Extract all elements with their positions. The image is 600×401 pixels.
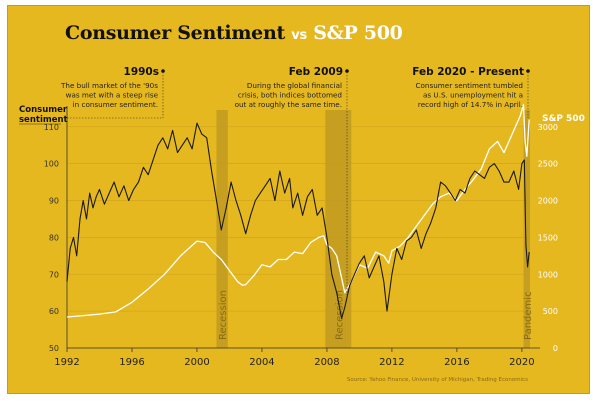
annotation-text: in consumer sentiment. xyxy=(73,100,158,109)
right-tick-label: 0 xyxy=(553,344,558,353)
annotation-text: was met with a steep rise xyxy=(66,91,159,100)
right-tick-label: 2500 xyxy=(538,160,558,169)
annotation-marker xyxy=(345,69,349,73)
annotation-text: During the global financial xyxy=(247,81,342,90)
left-tick-label: 110 xyxy=(44,123,59,132)
shaded-period-label: Recession xyxy=(334,290,345,340)
x-tick-label: 2012 xyxy=(379,357,404,368)
right-tick-label: 500 xyxy=(543,307,558,316)
right-tick-label: 1500 xyxy=(538,233,558,242)
annotation-marker xyxy=(161,69,165,73)
left-tick-label: 50 xyxy=(49,344,59,353)
x-tick-label: 2020 xyxy=(509,357,534,368)
right-tick-label: 3000 xyxy=(538,123,558,132)
annotation-text: as U.S. unemployment hit a xyxy=(423,91,523,100)
chart-title: Consumer Sentiment vs S&P 500 xyxy=(65,22,403,44)
consumer-sentiment-line xyxy=(66,122,530,320)
x-tick-label: 1996 xyxy=(119,357,144,368)
x-tick-label: 1992 xyxy=(54,357,79,368)
sp500-line xyxy=(66,103,530,318)
shaded-period-label: Pandemic xyxy=(523,291,534,340)
right-axis-label: S&P 500 xyxy=(542,114,585,124)
left-tick-label: 70 xyxy=(49,270,59,279)
left-axis-label: Consumer xyxy=(19,105,68,115)
shaded-period xyxy=(216,110,228,348)
right-tick-label: 1000 xyxy=(538,270,558,279)
left-tick-label: 80 xyxy=(49,233,59,242)
right-tick-label: 2000 xyxy=(538,197,558,206)
shaded-period-label: Recession xyxy=(218,290,229,340)
left-tick-label: 90 xyxy=(49,197,59,206)
x-tick-label: 2016 xyxy=(444,357,469,368)
annotation-heading: 1990s xyxy=(124,66,159,78)
annotation-text: The bull market of the '90s xyxy=(60,81,158,90)
left-axis-label: sentiment xyxy=(19,115,68,125)
annotation-heading: Feb 2009 xyxy=(289,66,343,78)
shaded-period xyxy=(523,110,530,348)
left-tick-label: 60 xyxy=(49,307,59,316)
annotation-text: record high of 14.7% in April. xyxy=(418,100,523,109)
annotation-heading: Feb 2020 - Present xyxy=(412,66,524,78)
title-part1: Consumer Sentiment xyxy=(65,22,285,44)
source-note: Source: Yahoo Finance, University of Mic… xyxy=(347,377,528,383)
title-part2: S&P 500 xyxy=(313,22,403,44)
annotation-text: crisis, both indices bottomed xyxy=(238,91,342,100)
annotation-text: Consumer sentiment tumbled xyxy=(416,81,523,90)
x-tick-label: 2004 xyxy=(249,357,274,368)
annotation-text: out at roughly the same time. xyxy=(235,100,342,109)
annotation-marker xyxy=(526,69,530,73)
left-tick-label: 100 xyxy=(44,160,59,169)
chart-frame xyxy=(7,5,590,394)
title-vs: vs xyxy=(291,28,307,43)
x-tick-label: 2000 xyxy=(184,357,209,368)
x-tick-label: 2008 xyxy=(314,357,339,368)
